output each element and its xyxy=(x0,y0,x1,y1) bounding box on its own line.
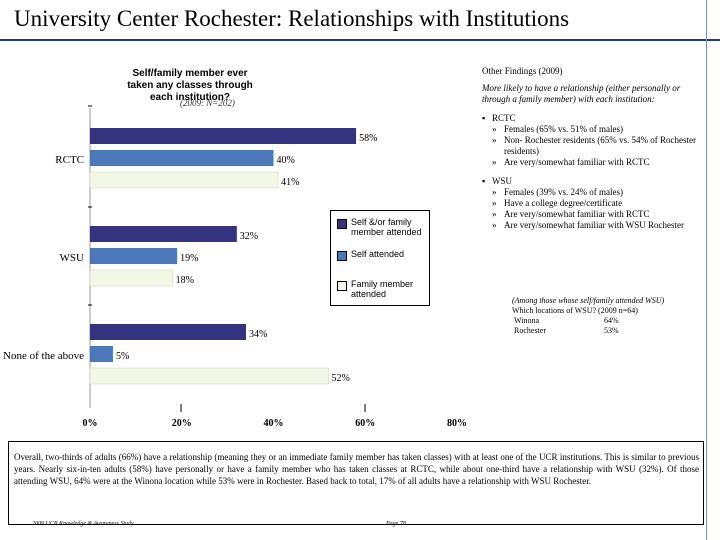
findings-group-label: ▪ WSU xyxy=(482,176,704,187)
data-label: 34% xyxy=(249,329,267,340)
x-tick-label: 60% xyxy=(355,418,375,429)
legend-label-family: Family member attended xyxy=(351,279,414,299)
findings-intro: More likely to have a relationship (eith… xyxy=(482,83,681,104)
findings-item-text: Have a college degree/certificate xyxy=(504,198,623,208)
findings-group-label: ▪ RCTC xyxy=(482,113,704,124)
bar xyxy=(90,346,113,362)
legend-swatch-self-family xyxy=(337,219,347,229)
bullet-icon: ▪ xyxy=(482,113,486,123)
findings-group-wsu: ▪ WSU » Females (39% vs. 24% of males) » H… xyxy=(482,176,704,231)
chart-legend: Self &/or family member attended Self at… xyxy=(330,210,430,306)
category-label: RCTC xyxy=(55,154,84,166)
note-row-value: 53% xyxy=(604,326,619,335)
chevron-icon: » xyxy=(492,157,497,167)
bar xyxy=(90,150,274,166)
right-border-line xyxy=(706,0,707,540)
chevron-icon: » xyxy=(492,187,497,197)
data-label: 52% xyxy=(332,373,350,384)
findings-item-text: Non- Rochester residents (65% vs. 54% of… xyxy=(504,135,696,156)
findings-group-rctc: ▪ RCTC » Females (65% vs. 51% of males) »… xyxy=(482,113,704,168)
chevron-icon: » xyxy=(492,124,497,134)
note-row-value: 64% xyxy=(604,316,619,325)
findings-item-text: Females (65% vs. 51% of males) xyxy=(504,124,623,134)
summary-box xyxy=(8,441,704,525)
chevron-icon: » xyxy=(492,209,497,219)
findings-item: » Non- Rochester residents (65% vs. 54% o… xyxy=(482,135,704,157)
legend-item-self: Self attended xyxy=(337,249,404,261)
page-title: University Center Rochester: Relationshi… xyxy=(14,6,570,31)
bar-chart: 58% 40% 41% RCTC 32% 19% 18% WSU 34% 5% 52% None of… xyxy=(3,105,467,429)
other-findings: Other Findings (2009) More likely to hav… xyxy=(482,66,704,239)
findings-item-text: Females (39% vs. 24% of males) xyxy=(504,187,623,197)
x-tick-label: 40% xyxy=(264,418,284,429)
legend-item-family: Family member attended xyxy=(337,279,429,299)
note-row-label: Winona xyxy=(514,316,540,325)
legend-swatch-self xyxy=(337,251,347,261)
bar xyxy=(90,226,237,242)
x-tick-label: 80% xyxy=(447,418,467,429)
footer-study-name: 2009 UCR Knowledge & Awareness Study xyxy=(32,521,134,527)
note-row-rochester: Rochester 53% xyxy=(508,326,696,336)
bar xyxy=(89,171,279,189)
data-label: 5% xyxy=(116,351,129,362)
group-label-rctc: RCTC xyxy=(492,113,516,123)
bar xyxy=(89,269,173,287)
category-label: None of the above xyxy=(3,350,84,362)
data-label: 41% xyxy=(281,177,299,188)
bar xyxy=(90,324,246,340)
findings-item: » Are very/somewhat familiar with RCTC xyxy=(482,209,704,220)
title-divider xyxy=(0,39,720,41)
group-label-wsu: WSU xyxy=(492,176,512,186)
footer-page-number: Page 78 xyxy=(386,521,406,527)
bullet-icon: ▪ xyxy=(482,176,486,186)
findings-item-text: Are very/somewhat familiar with WSU Roch… xyxy=(504,220,685,230)
findings-item: » Females (65% vs. 51% of males) xyxy=(482,124,704,135)
wsu-location-note: (Among those whose self/family attended … xyxy=(508,296,696,336)
x-tick-label: 0% xyxy=(83,418,98,429)
data-label: 32% xyxy=(240,231,258,242)
summary-text: Overall, two-thirds of adults (66%) have… xyxy=(14,452,699,486)
data-label: 19% xyxy=(180,253,198,264)
findings-item: » Females (39% vs. 24% of males) xyxy=(482,187,704,198)
legend-label-self-family: Self &/or family member attended xyxy=(351,217,422,237)
bar xyxy=(89,367,329,385)
data-label: 18% xyxy=(176,275,194,286)
chart-title: Self/family member ever taken any classe… xyxy=(127,68,253,103)
findings-item-text: Are very/somewhat familiar with RCTC xyxy=(504,157,650,167)
legend-label-self: Self attended xyxy=(351,249,405,259)
bar xyxy=(90,248,178,264)
category-label: WSU xyxy=(60,252,85,264)
findings-item: » Are very/somewhat familiar with RCTC xyxy=(482,157,704,168)
bar xyxy=(90,128,357,144)
findings-item: » Are very/somewhat familiar with WSU Roc… xyxy=(482,220,704,231)
findings-item-text: Are very/somewhat familiar with RCTC xyxy=(504,209,650,219)
data-label: 58% xyxy=(359,133,377,144)
note-row-winona: Winona 64% xyxy=(508,316,696,326)
note-row-label: Rochester xyxy=(514,326,546,335)
chevron-icon: » xyxy=(492,135,497,145)
legend-item-self-family: Self &/or family member attended xyxy=(337,217,429,237)
note-subheading: Which locations of WSU? (2009 n=64) xyxy=(512,306,638,315)
chart-subtitle: (2009: N=202) xyxy=(180,98,235,108)
chevron-icon: » xyxy=(492,220,497,230)
chevron-icon: » xyxy=(492,198,497,208)
data-label: 40% xyxy=(277,155,295,166)
findings-heading: Other Findings (2009) xyxy=(482,66,563,76)
legend-swatch-family xyxy=(337,281,347,291)
findings-item: » Have a college degree/certificate xyxy=(482,198,704,209)
note-heading: (Among those whose self/family attended … xyxy=(512,296,665,305)
x-tick-label: 20% xyxy=(172,418,192,429)
